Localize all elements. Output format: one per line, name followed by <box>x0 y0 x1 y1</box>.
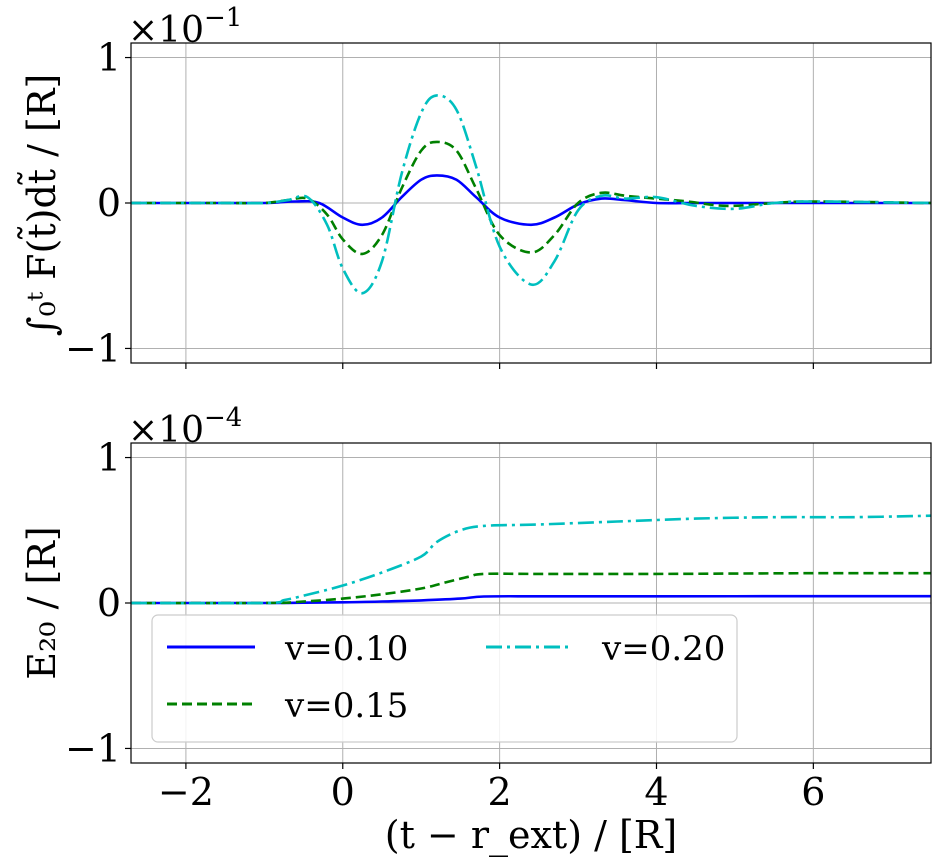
top-y-tick-labels: −1 0 1 <box>65 36 121 371</box>
y-tick-label: −1 <box>65 726 121 770</box>
top-ticks <box>125 56 814 369</box>
top-y-axis-label: ∫₀ᵗ F(t̃)dt̃ / [R] <box>17 74 64 337</box>
legend-label-v010: v=0.10 <box>284 629 408 669</box>
bottom-y-tick-labels: −1 0 1 <box>65 436 121 771</box>
series-line-v020 <box>130 514 932 605</box>
y-tick-label: 0 <box>97 581 121 625</box>
x-tick-label: 0 <box>331 770 355 814</box>
series-line-v010 <box>131 594 932 605</box>
y-tick-label: 1 <box>97 436 121 480</box>
bottom-x-tick-labels: −2 0 2 4 6 <box>158 770 826 814</box>
x-tick-label: 6 <box>801 770 825 814</box>
legend-label-v015: v=0.15 <box>284 686 408 726</box>
legend-entry-v010: v=0.10 <box>167 629 408 669</box>
legend: v=0.10 v=0.20 v=0.15 <box>151 614 738 743</box>
x-axis-label: (t − r_ext) / [R] <box>385 813 678 858</box>
y-tick-label: −1 <box>65 326 121 370</box>
x-tick-label: 4 <box>644 770 668 814</box>
legend-box <box>151 614 738 743</box>
y-tick-label: 0 <box>97 181 121 225</box>
series-line-v020 <box>131 94 932 295</box>
top-series-lines <box>131 94 932 295</box>
legend-entry-v015: v=0.15 <box>167 686 408 726</box>
series-line-v015 <box>131 140 932 256</box>
bottom-panel: −1 0 1 −2 0 2 4 6 ×10−4 E₂₀ / [R] (t − r_ext) … <box>20 403 932 858</box>
series-line-v015 <box>130 571 932 605</box>
bottom-series-lines <box>130 514 932 605</box>
bottom-ticks <box>125 456 814 769</box>
top-panel: −1 0 1 ×10−1 ∫₀ᵗ F(t̃)dt̃ / [R] <box>17 3 932 371</box>
x-tick-label: 2 <box>488 770 512 814</box>
legend-label-v020: v=0.20 <box>601 629 725 669</box>
y-tick-label: 1 <box>97 36 121 80</box>
legend-entry-v020: v=0.20 <box>486 629 725 669</box>
bottom-y-exponent: ×10−4 <box>128 403 242 451</box>
x-tick-label: −2 <box>158 770 214 814</box>
top-y-exponent: ×10−1 <box>128 3 242 51</box>
bottom-y-axis-label: E₂₀ / [R] <box>20 526 64 679</box>
